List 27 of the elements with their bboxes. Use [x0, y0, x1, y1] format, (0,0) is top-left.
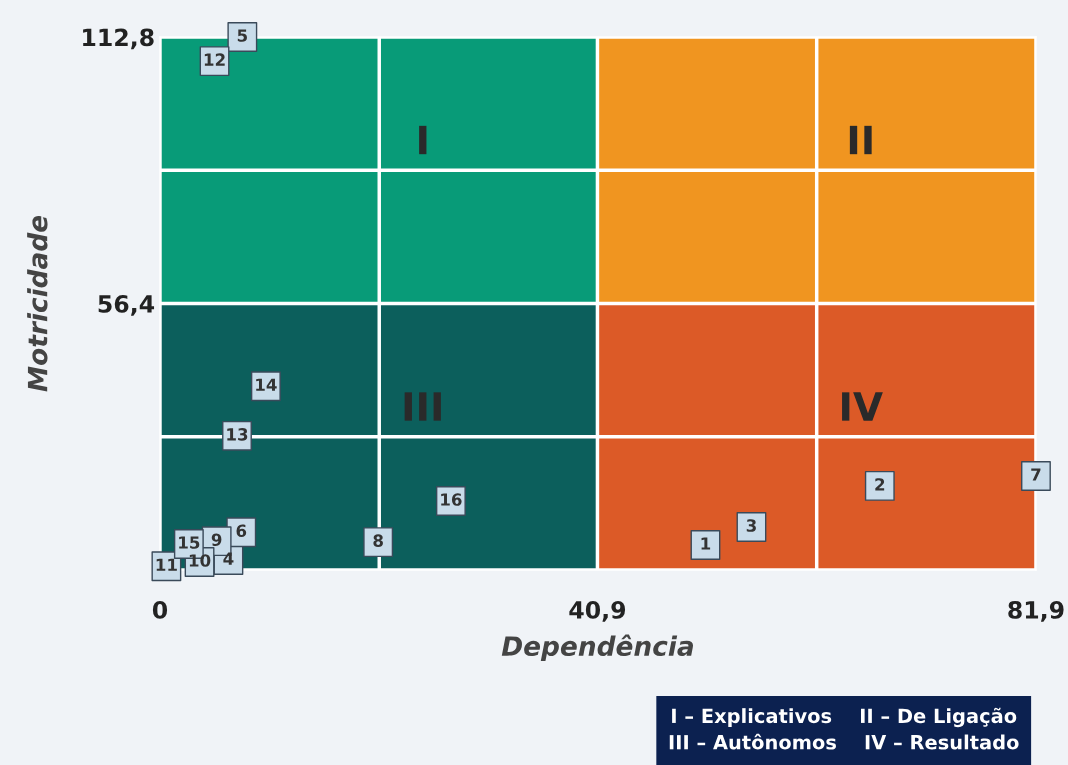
text: I – Explicativos II – De Ligação [672, 707, 1017, 728]
series-label: 13 [227, 428, 248, 441]
series-label: 4 [223, 552, 234, 565]
x-axis-title: Dependência [501, 634, 693, 662]
series-label: 8 [373, 534, 383, 547]
series-label: 12 [204, 53, 225, 66]
series-label: 6 [236, 524, 247, 538]
series-label: 9 [211, 533, 222, 547]
annotation: IV [842, 392, 883, 421]
series-label: 16 [441, 493, 462, 506]
series-label: 14 [256, 378, 277, 391]
series-label: 3 [746, 519, 756, 532]
y-tick-label: 112,8 [83, 28, 154, 50]
series-label: 11 [156, 558, 177, 571]
text: III – Autônomos IV – Resultado [669, 733, 1019, 750]
series-label: 2 [875, 478, 885, 491]
x-tick-label: 40,9 [569, 600, 626, 622]
series-label: 15 [179, 536, 200, 549]
x-tick-label: 81,9 [1008, 600, 1064, 622]
y-axis-title: Motricidade [27, 215, 48, 392]
y-tick-label: 56,4 [98, 294, 155, 316]
series-label: 5 [237, 29, 247, 42]
series-label: 1 [701, 537, 711, 550]
annotation: II [849, 125, 872, 155]
series-label: 7 [1031, 468, 1041, 481]
x-tick-label: 0 [152, 600, 168, 619]
annotation: I [419, 125, 427, 155]
